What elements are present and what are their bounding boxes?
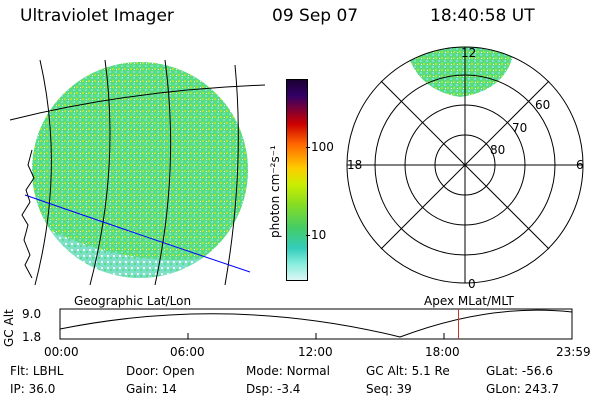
date-label: 09 Sep 07	[272, 6, 359, 26]
info-flt: Flt: LBHL	[10, 364, 64, 378]
mlat-label-60: 60	[535, 98, 551, 112]
time-label: 18:40:58 UT	[430, 6, 535, 26]
info-door: Door: Open	[126, 364, 195, 378]
altitude-xtick-1: 06:00	[170, 345, 205, 359]
altitude-plot	[59, 308, 573, 340]
altitude-xtick-0: 00:00	[44, 345, 79, 359]
colorbar-tick-mark	[306, 147, 310, 148]
altitude-xtick-4: 23:59	[556, 345, 591, 359]
altitude-ytick-bottom: 1.8	[22, 330, 42, 344]
info-ip: IP: 36.0	[10, 382, 56, 396]
colorbar-unit-label: photon cm⁻²s⁻¹	[268, 145, 282, 238]
coastline	[21, 149, 35, 279]
instrument-title: Ultraviolet Imager	[20, 6, 174, 26]
lat-lon-grid	[9, 59, 266, 286]
colorbar-tick-10: 10	[311, 228, 327, 242]
colorbar-tick-100: 100	[311, 140, 334, 154]
altitude-curve	[59, 309, 573, 338]
mlt-label-0: 0	[468, 277, 476, 291]
altitude-ytick-top: 9.0	[22, 307, 42, 321]
altitude-ylabel: GC Alt	[2, 309, 16, 347]
info-glat: GLat: -56.6	[486, 364, 553, 378]
altitude-xtick-3: 18:00	[425, 345, 460, 359]
mlt-label-18: 18	[347, 158, 363, 172]
polar-grid	[346, 46, 584, 284]
colorbar	[286, 79, 308, 281]
geographic-map	[9, 59, 266, 286]
mlat-label-70: 70	[512, 121, 528, 135]
polar-panel-label: Apex MLat/MLT	[424, 294, 514, 308]
map-panel-label: Geographic Lat/Lon	[74, 294, 192, 308]
altitude-xtick-2: 12:00	[298, 345, 333, 359]
info-mode: Mode: Normal	[246, 364, 330, 378]
info-gc-alt: GC Alt: 5.1 Re	[366, 364, 450, 378]
info-glon: GLon: 243.7	[486, 382, 559, 396]
polar-plot	[346, 46, 584, 284]
mlt-label-12: 12	[461, 46, 477, 60]
aurora-image	[32, 62, 248, 278]
blue-track-line	[24, 194, 251, 273]
info-gain: Gain: 14	[126, 382, 177, 396]
info-dsp: Dsp: -3.4	[246, 382, 301, 396]
mlt-label-6: 6	[576, 158, 584, 172]
info-seq: Seq: 39	[366, 382, 412, 396]
polar-aurora	[405, 47, 515, 97]
mlat-label-80: 80	[490, 143, 506, 157]
colorbar-tick-mark	[306, 235, 310, 236]
